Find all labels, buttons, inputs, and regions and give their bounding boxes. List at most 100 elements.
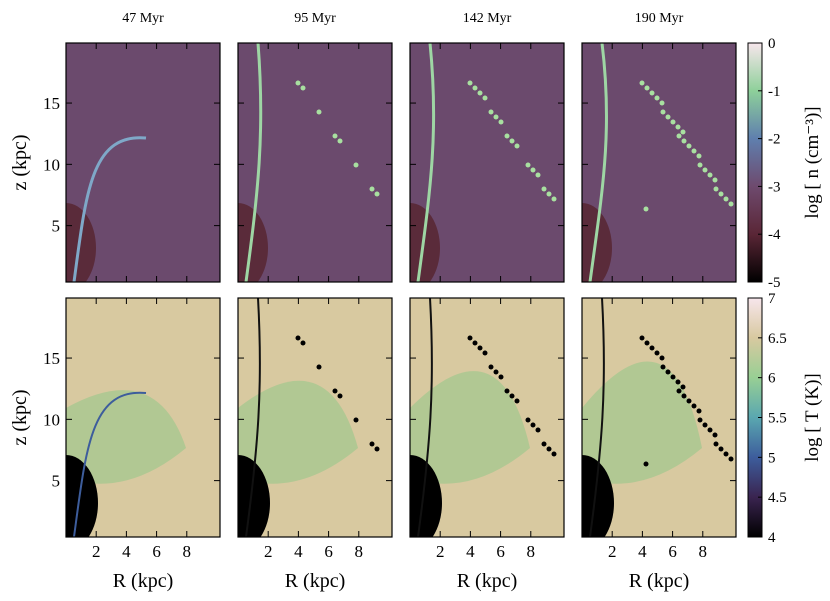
x-axis-label: R (kpc) — [113, 570, 174, 592]
cloud — [639, 80, 645, 86]
field-image — [410, 298, 564, 537]
cold-cloud — [482, 350, 488, 356]
cloud — [643, 206, 649, 212]
cloud — [551, 196, 557, 202]
field-image — [582, 298, 736, 537]
cold-cloud — [525, 417, 531, 423]
cloud — [369, 186, 375, 192]
cold-cloud — [509, 393, 515, 399]
cloud — [675, 124, 681, 130]
cold-cloud — [718, 446, 724, 452]
cold-disk — [410, 455, 442, 537]
cold-cloud — [551, 451, 557, 457]
cold-cloud — [353, 417, 359, 423]
cold-cloud — [546, 446, 552, 452]
x-tick-label: 4 — [638, 542, 647, 561]
panel-title: 95 Myr — [294, 11, 336, 26]
colorbar-tick-label: 6.5 — [768, 331, 787, 347]
colorbar-tick-label: 4.5 — [768, 490, 787, 506]
cold-cloud — [702, 422, 708, 428]
cloud — [723, 196, 729, 202]
cloud — [525, 162, 531, 168]
cloud — [670, 119, 676, 125]
cold-cloud — [691, 403, 697, 409]
cold-cloud — [639, 335, 645, 341]
cloud — [332, 133, 338, 139]
cloud — [509, 138, 515, 144]
field-image — [582, 43, 736, 282]
x-tick-label: 4 — [466, 542, 475, 561]
cloud — [337, 138, 343, 144]
cloud — [374, 191, 380, 197]
cloud — [712, 177, 718, 183]
cold-cloud — [472, 340, 478, 346]
cold-cloud — [697, 417, 703, 423]
cold-cloud — [676, 388, 682, 394]
cold-cloud — [541, 441, 547, 447]
y-axis-label: z (kpc) — [9, 389, 31, 445]
cold-cloud — [712, 432, 718, 438]
cold-cloud — [643, 461, 649, 467]
cloud — [493, 114, 499, 120]
cold-cloud — [493, 369, 499, 375]
y-tick-label: 15 — [43, 94, 60, 113]
panel-title: 47 Myr — [122, 11, 164, 26]
x-tick-label: 8 — [699, 542, 708, 561]
cold-cloud — [654, 350, 660, 356]
axes-frame — [65, 297, 221, 538]
cold-cloud — [660, 364, 666, 370]
cloud — [488, 109, 494, 115]
y-tick-label: 10 — [43, 410, 60, 429]
axes-frame — [581, 297, 737, 538]
cloud — [728, 201, 734, 207]
cold-cloud — [295, 335, 301, 341]
dense-region — [582, 203, 612, 282]
x-tick-label: 6 — [496, 542, 505, 561]
cloud — [504, 133, 510, 139]
warm-gas — [582, 361, 702, 484]
x-tick-label: 2 — [264, 542, 273, 561]
cold-cloud — [644, 340, 650, 346]
filament — [244, 43, 263, 282]
x-axis-label: R (kpc) — [457, 570, 518, 592]
dense-region — [238, 203, 268, 282]
cloud — [295, 80, 301, 86]
cold-cloud — [488, 364, 494, 370]
cold-cloud — [659, 355, 665, 361]
cold-cloud — [686, 398, 692, 404]
field-image — [66, 298, 220, 537]
axes-frame — [409, 42, 565, 283]
cold-cloud — [332, 388, 338, 394]
cold-cloud — [374, 446, 380, 452]
axes-frame — [65, 42, 221, 283]
cloud — [649, 90, 655, 96]
cloud — [530, 167, 536, 173]
x-tick-label: 8 — [183, 542, 192, 561]
cold-cloud — [535, 427, 541, 433]
colorbar-tick-label: 5.5 — [768, 411, 787, 427]
cloud — [702, 167, 708, 173]
cold-cloud — [707, 427, 713, 433]
cold-cloud — [680, 384, 686, 390]
dense-region — [410, 203, 440, 282]
colorbar-tick-label: 5 — [768, 450, 776, 466]
x-axis-label: R (kpc) — [629, 570, 690, 592]
cloud — [696, 153, 702, 159]
panel-title: 142 Myr — [463, 11, 512, 26]
cloud — [718, 191, 724, 197]
cloud — [659, 100, 665, 106]
axes-frame — [409, 297, 565, 538]
field-image — [238, 298, 392, 537]
cold-cloud — [649, 345, 655, 351]
x-tick-label: 2 — [92, 542, 101, 561]
cloud — [535, 172, 541, 178]
cloud — [686, 143, 692, 149]
colorbar-tick-label: 6 — [768, 371, 776, 387]
cold-cloud — [665, 369, 671, 375]
filament — [72, 136, 147, 282]
axes-frame — [237, 297, 393, 538]
cloud — [482, 95, 488, 101]
warm-gas — [238, 380, 358, 484]
cold-cloud — [723, 451, 729, 457]
